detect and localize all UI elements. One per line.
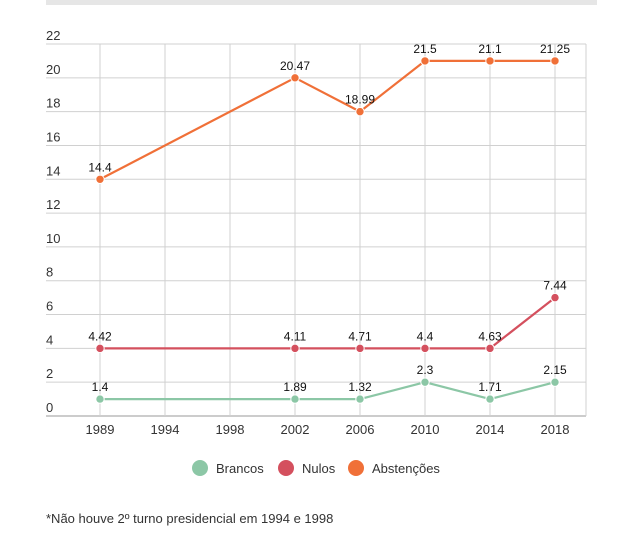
- y-tick-label: 12: [46, 197, 60, 212]
- y-tick-label: 2: [46, 366, 53, 381]
- data-point: [290, 394, 300, 404]
- data-point: [95, 343, 105, 354]
- legend-marker: [192, 460, 208, 476]
- y-tick-label: 10: [46, 231, 60, 246]
- x-axis-ticks: 1989 1994 1998 2002 2006 2010 2014 2018: [86, 422, 570, 437]
- line-chart: 0 2 4 6 8 10 12 14 16 18 20 22 1989 1994 1998 2002 2006…: [46, 28, 587, 476]
- top-divider: [46, 0, 597, 5]
- series-points: [95, 56, 560, 404]
- y-tick-label: 4: [46, 332, 53, 347]
- y-tick-label: 22: [46, 28, 60, 43]
- data-label: 1.71: [478, 380, 502, 394]
- data-labels: 1.4 1.89 1.32 2.3 1.71 2.15 4.42 4.11 4.71 4.4 4.6…: [88, 42, 570, 394]
- data-label: 18.99: [345, 93, 375, 107]
- x-tick-label: 2006: [346, 422, 375, 437]
- data-point: [290, 73, 300, 83]
- x-tick-label: 2018: [541, 422, 570, 437]
- data-point: [550, 292, 560, 303]
- legend: Brancos Nulos Abstenções: [192, 460, 440, 476]
- data-point: [485, 56, 495, 66]
- data-label: 2.3: [417, 363, 434, 377]
- y-tick-label: 14: [46, 163, 60, 178]
- data-point: [550, 56, 560, 66]
- y-tick-label: 0: [46, 400, 53, 415]
- data-label: 4.11: [284, 329, 307, 343]
- y-tick-label: 20: [46, 62, 60, 77]
- data-label: 2.15: [543, 363, 567, 377]
- series-line-abstenções: [99, 59, 555, 181]
- data-point: [355, 106, 365, 117]
- data-label: 1.89: [283, 380, 307, 394]
- data-point: [355, 343, 365, 354]
- data-label: 14.4: [88, 160, 112, 174]
- legend-marker: [348, 460, 364, 476]
- data-label: 4.63: [478, 329, 502, 343]
- y-tick-label: 16: [46, 129, 60, 144]
- y-tick-label: 8: [46, 265, 53, 280]
- data-point: [485, 343, 495, 354]
- x-tick-label: 2014: [476, 422, 505, 437]
- series-line-nulos: [100, 296, 556, 350]
- data-label: 21.25: [540, 42, 570, 56]
- data-point: [420, 377, 430, 387]
- data-label: 1.4: [92, 380, 109, 394]
- x-tick-label: 1994: [151, 422, 180, 437]
- y-axis-ticks: 0 2 4 6 8 10 12 14 16 18 20 22: [46, 28, 60, 415]
- y-tick-label: 18: [46, 96, 60, 111]
- footnote: *Não houve 2º turno presidencial em 1994…: [46, 511, 334, 526]
- x-tick-label: 2002: [281, 422, 310, 437]
- data-point: [420, 56, 430, 66]
- x-tick-label: 1989: [86, 422, 115, 437]
- legend-label: Brancos: [216, 461, 264, 476]
- data-point: [420, 343, 430, 354]
- data-point: [290, 343, 300, 354]
- legend-label: Nulos: [302, 461, 336, 476]
- data-point: [95, 174, 105, 184]
- y-tick-label: 6: [46, 299, 53, 314]
- data-label: 21.5: [413, 42, 437, 56]
- legend-label: Abstenções: [372, 461, 440, 476]
- data-point: [355, 394, 365, 404]
- data-label: 4.71: [348, 329, 372, 343]
- data-label: 1.32: [348, 380, 372, 394]
- data-label: 4.4: [417, 329, 434, 343]
- data-label: 4.42: [88, 329, 112, 343]
- legend-marker: [278, 460, 294, 476]
- data-label: 7.44: [543, 279, 567, 293]
- x-tick-label: 1998: [216, 422, 245, 437]
- data-point: [95, 394, 105, 404]
- grid-lines: [46, 43, 587, 417]
- x-tick-label: 2010: [411, 422, 440, 437]
- data-point: [550, 377, 560, 387]
- series-line-brancos: [100, 381, 556, 401]
- data-label: 20.47: [280, 59, 310, 73]
- data-point: [485, 394, 495, 404]
- series-lines: [99, 59, 556, 401]
- data-label: 21.1: [478, 42, 502, 56]
